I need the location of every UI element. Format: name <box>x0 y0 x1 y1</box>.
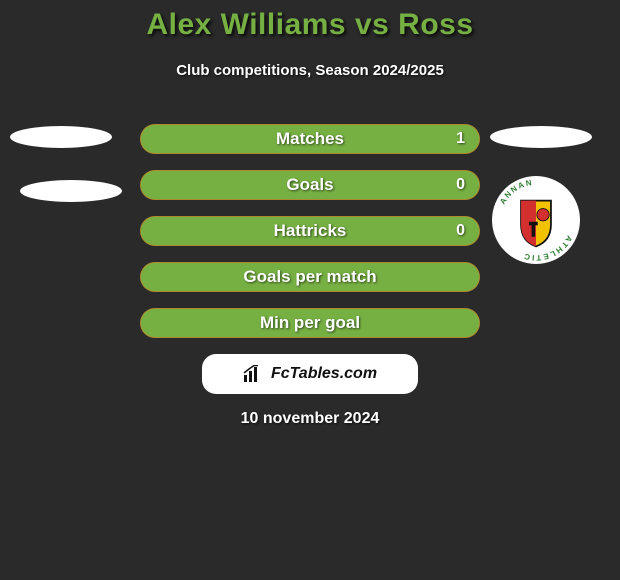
stat-label: Matches <box>276 129 344 149</box>
stat-value: 0 <box>456 176 465 194</box>
club-badge-svg: ANNAN ATHLETIC <box>492 176 580 264</box>
stat-row-goals: Goals 0 <box>140 170 480 200</box>
stat-value: 1 <box>456 130 465 148</box>
club-badge-annan: ANNAN ATHLETIC <box>492 176 580 264</box>
stat-label: Hattricks <box>274 221 347 241</box>
decor-ellipse-left-1 <box>10 126 112 148</box>
page-title: Alex Williams vs Ross <box>0 0 620 42</box>
stat-row-goals-per-match: Goals per match <box>140 262 480 292</box>
decor-ellipse-right <box>490 126 592 148</box>
date-text: 10 november 2024 <box>0 410 620 428</box>
stat-label: Min per goal <box>260 313 360 333</box>
fctables-logo: FcTables.com <box>243 365 377 383</box>
stat-label: Goals per match <box>243 267 376 287</box>
stat-row-matches: Matches 1 <box>140 124 480 154</box>
decor-ellipse-left-2 <box>20 180 122 202</box>
stat-row-min-per-goal: Min per goal <box>140 308 480 338</box>
stat-label: Goals <box>286 175 333 195</box>
fctables-logo-box: FcTables.com <box>202 354 418 394</box>
subtitle: Club competitions, Season 2024/2025 <box>0 62 620 79</box>
fctables-text: FcTables.com <box>271 365 377 383</box>
stat-value: 0 <box>456 222 465 240</box>
stat-row-hattricks: Hattricks 0 <box>140 216 480 246</box>
bar-chart-icon <box>243 365 265 383</box>
